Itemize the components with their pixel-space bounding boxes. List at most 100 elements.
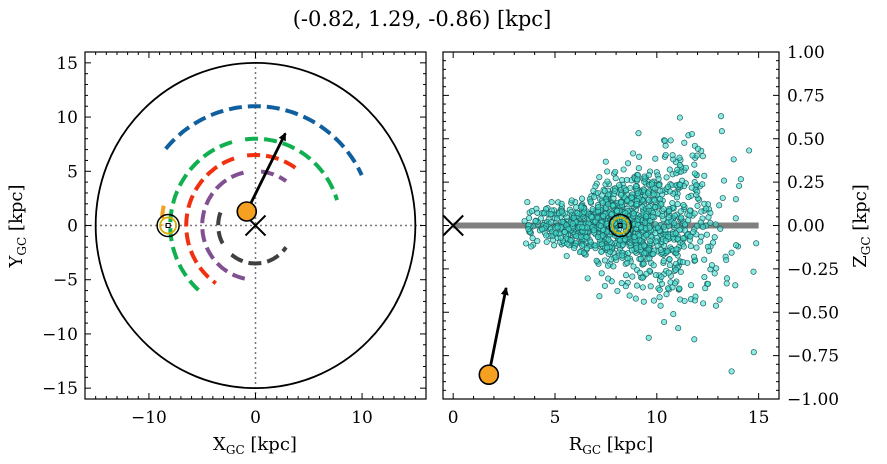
x-tick-label: 10 — [351, 408, 373, 428]
sun-marker-outer — [608, 213, 632, 238]
star-point — [650, 262, 657, 269]
star-point — [634, 190, 642, 197]
star-points — [521, 113, 760, 375]
star-point — [579, 224, 586, 231]
star-point — [672, 266, 679, 273]
star-point — [624, 160, 632, 167]
star-point — [633, 282, 641, 289]
star-point — [565, 225, 572, 232]
star-point — [693, 191, 700, 198]
right-ylabel: ZGC [kpc] — [850, 184, 873, 268]
star-point — [618, 176, 626, 184]
star-point — [623, 187, 630, 194]
star-point — [691, 161, 698, 168]
star-point — [602, 158, 609, 165]
star-point — [677, 268, 684, 276]
star-point — [672, 230, 679, 237]
star-point — [604, 168, 611, 175]
star-point — [728, 368, 735, 375]
star-point — [653, 238, 660, 245]
star-point — [650, 297, 657, 304]
star-point — [621, 223, 628, 230]
star-point — [593, 257, 600, 264]
star-point — [680, 243, 687, 250]
star-point — [561, 229, 568, 236]
star-point — [677, 208, 684, 215]
star-point — [718, 128, 725, 135]
star-point — [592, 218, 599, 225]
star-point — [532, 218, 539, 225]
star-point — [688, 184, 695, 191]
star-point — [750, 349, 757, 356]
star-point — [717, 225, 724, 232]
star-point — [666, 256, 673, 263]
star-point — [705, 214, 712, 221]
star-point — [609, 202, 616, 209]
star-point — [521, 217, 528, 225]
star-point — [656, 182, 663, 189]
star-point — [691, 336, 698, 343]
star-point — [645, 196, 652, 204]
star-point — [713, 265, 720, 272]
star-point — [687, 282, 695, 289]
star-point — [558, 208, 565, 215]
star-point — [595, 204, 602, 211]
star-point — [635, 130, 642, 137]
star-point — [534, 209, 541, 216]
star-point — [524, 199, 531, 206]
y-tick-label: 0.50 — [787, 130, 825, 150]
star-point — [704, 280, 712, 287]
star-point — [629, 273, 636, 280]
star-point — [601, 187, 608, 195]
star-point — [537, 215, 544, 222]
star-point — [559, 218, 566, 225]
star-point — [674, 201, 681, 208]
star-point — [547, 211, 554, 218]
star-point — [580, 249, 587, 256]
star-point — [569, 220, 576, 227]
sun-marker-ring — [159, 216, 178, 235]
star-point — [642, 213, 650, 220]
star-point — [707, 219, 714, 227]
velocity-arrow — [487, 286, 509, 375]
star-point — [702, 285, 709, 292]
star-point — [658, 280, 666, 287]
star-point — [618, 199, 625, 206]
star-point — [753, 240, 760, 247]
star-point — [659, 212, 666, 219]
star-point — [671, 220, 678, 227]
star-point — [612, 254, 619, 261]
star-point — [619, 241, 626, 248]
star-point — [604, 244, 611, 251]
star-point — [673, 246, 680, 253]
star-point — [705, 247, 713, 254]
star-point — [596, 174, 603, 181]
star-point — [567, 237, 574, 244]
sun-marker-ring — [611, 216, 630, 235]
star-point — [716, 296, 723, 303]
star-point — [558, 200, 565, 207]
star-point — [628, 194, 635, 201]
object-marker — [478, 364, 500, 386]
star-point — [627, 200, 634, 207]
star-point — [693, 222, 700, 229]
y-tick-label: 10 — [56, 108, 78, 128]
orbit-arc-3 — [244, 136, 339, 201]
star-point — [719, 194, 726, 202]
star-point — [701, 274, 708, 281]
star-point — [605, 275, 612, 282]
star-point — [597, 222, 604, 230]
star-point — [598, 248, 605, 255]
star-point — [676, 285, 683, 292]
star-point — [701, 200, 708, 207]
star-point — [698, 233, 705, 240]
star-point — [664, 248, 671, 255]
star-point — [676, 162, 683, 169]
star-point — [652, 272, 659, 279]
y-tick-label: −10 — [42, 325, 78, 345]
star-point — [699, 223, 707, 231]
star-point — [711, 234, 718, 241]
star-point — [649, 213, 656, 220]
star-point — [647, 237, 654, 245]
star-point — [543, 238, 550, 246]
